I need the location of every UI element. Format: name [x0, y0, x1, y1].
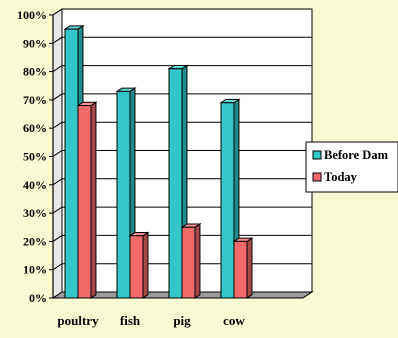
bar-pig-before-dam — [168, 68, 183, 299]
x-category-label: poultry — [57, 313, 99, 328]
legend-box — [305, 141, 398, 193]
x-category-label: cow — [223, 313, 245, 328]
legend-swatch — [312, 172, 322, 182]
x-category-label: fish — [120, 313, 141, 328]
legend-entry-label: Before Dam — [324, 148, 389, 162]
y-gridline — [52, 65, 312, 73]
bar-side-poultry-1 — [90, 101, 97, 299]
bar-poultry-today — [77, 105, 92, 299]
x-category-label: pig — [173, 313, 191, 328]
legend-swatch — [312, 150, 322, 160]
bar-fish-today — [129, 235, 144, 299]
y-tick-label: 50% — [23, 150, 47, 164]
y-gridline — [52, 8, 312, 16]
y-tick-label: 60% — [23, 121, 47, 135]
y-gridline — [52, 93, 312, 101]
bar-side-fish-1 — [142, 231, 149, 299]
bar-cow-today — [233, 240, 248, 299]
bar-side-pig-1 — [194, 223, 201, 299]
bar-pig-today — [181, 226, 196, 299]
y-tick-label: 100% — [17, 8, 47, 22]
legend-entry-label: Today — [324, 170, 358, 184]
y-tick-label: 80% — [23, 65, 47, 79]
y-tick-label: 20% — [23, 234, 47, 248]
bar-fish-before-dam — [116, 90, 131, 299]
bar-cow-before-dam — [220, 102, 235, 299]
bar-poultry-before-dam — [64, 28, 79, 299]
bar-side-cow-1 — [246, 237, 253, 299]
y-tick-label: 30% — [23, 206, 47, 220]
y-tick-label: 90% — [23, 36, 47, 50]
y-tick-label: 40% — [23, 178, 47, 192]
y-tick-label: 70% — [23, 93, 47, 107]
y-tick-label: 10% — [23, 263, 47, 277]
y-gridline — [52, 36, 312, 44]
y-tick-label: 0% — [29, 291, 47, 305]
